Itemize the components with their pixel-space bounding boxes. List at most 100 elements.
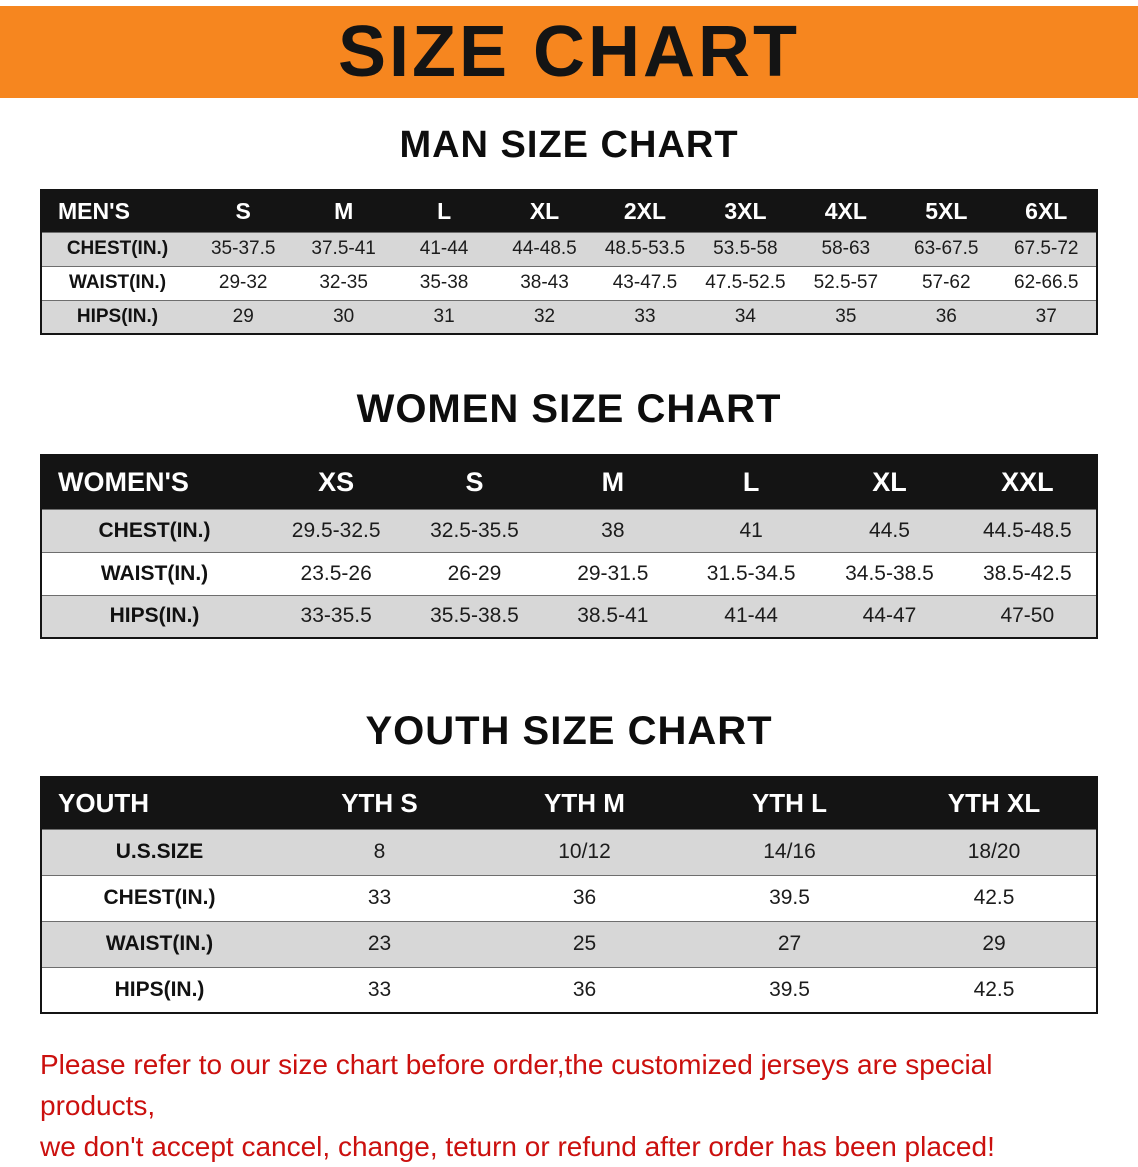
men-header-row: MEN'S S M L XL 2XL 3XL 4XL 5XL 6XL <box>41 190 1097 232</box>
size-cell: 29-32 <box>218 272 268 293</box>
youth-header-row: YOUTH YTH S YTH M YTH L YTH XL <box>41 777 1097 829</box>
men-col-header: XL <box>494 190 595 232</box>
size-cell: 38-43 <box>520 272 569 293</box>
row-label: WAIST(IN.) <box>68 272 167 293</box>
disclaimer-note: Please refer to our size chart before or… <box>40 1044 1098 1167</box>
size-cell: 14/16 <box>763 840 816 863</box>
men-col-header: 6XL <box>996 190 1097 232</box>
size-cell: 18/20 <box>967 840 1021 863</box>
women-col-header: XS <box>267 455 406 509</box>
size-cell: 58-63 <box>821 238 871 259</box>
men-chest-row: CHEST(IN.) 35-37.5 37.5-41 41-44 44-48.5… <box>41 232 1097 266</box>
size-cell: 29-31.5 <box>577 561 649 585</box>
women-table-title: WOMEN'S <box>41 455 267 509</box>
size-cell: 23.5-26 <box>300 561 372 585</box>
disclaimer-line-2: we don't accept cancel, change, teturn o… <box>40 1131 995 1162</box>
size-cell: 35-37.5 <box>210 238 276 259</box>
size-chart-banner: SIZE CHART <box>0 6 1138 98</box>
size-cell: 10/12 <box>558 840 611 863</box>
size-chart-page: { "banner": { "title": "SIZE CHART" }, "… <box>0 6 1138 1162</box>
size-cell: 37 <box>1035 305 1057 327</box>
women-size-table: WOMEN'S XS S M L XL XXL CHEST(IN.) 29.5-… <box>40 454 1098 639</box>
youth-table-title: YOUTH <box>41 777 277 829</box>
youth-waist-row: WAIST(IN.) 23 25 27 29 <box>41 921 1097 967</box>
women-hips-row: HIPS(IN.) 33-35.5 35.5-38.5 38.5-41 41-4… <box>41 595 1097 638</box>
disclaimer-line-1: Please refer to our size chart before or… <box>40 1049 993 1121</box>
size-cell: 44.5-48.5 <box>982 518 1072 542</box>
youth-ussize-row: U.S.SIZE 8 10/12 14/16 18/20 <box>41 829 1097 875</box>
men-col-header: L <box>393 190 495 232</box>
size-cell: 41-44 <box>419 238 469 259</box>
size-cell: 39.5 <box>769 886 810 909</box>
size-cell: 32 <box>533 305 556 327</box>
size-cell: 36 <box>935 305 957 327</box>
men-hips-row: HIPS(IN.) 29 30 31 32 33 34 35 36 37 <box>41 300 1097 334</box>
men-waist-row: WAIST(IN.) 29-32 32-35 35-38 38-43 43-47… <box>41 266 1097 300</box>
size-cell: 33 <box>367 977 392 1001</box>
men-section-heading: MAN SIZE CHART <box>399 124 739 166</box>
men-col-header: 4XL <box>795 190 897 232</box>
youth-hips-row: HIPS(IN.) 33 36 39.5 42.5 <box>41 967 1097 1013</box>
size-cell: 43-47.5 <box>612 272 678 293</box>
row-label: WAIST(IN.) <box>100 561 209 585</box>
size-cell: 31 <box>433 305 455 327</box>
men-col-header: 2XL <box>594 190 696 232</box>
women-waist-row: WAIST(IN.) 23.5-26 26-29 29-31.5 31.5-34… <box>41 552 1097 595</box>
size-cell: 47-50 <box>1000 604 1055 628</box>
women-size-chart-section: WOMEN SIZE CHART WOMEN'S XS S M L XL XXL… <box>0 387 1138 639</box>
size-cell: 32.5-35.5 <box>430 518 519 542</box>
size-cell: 63-67.5 <box>914 238 979 259</box>
size-cell: 25 <box>572 932 597 955</box>
women-col-header: M <box>543 455 682 509</box>
size-cell: 34.5-38.5 <box>845 561 934 585</box>
size-cell: 33-35.5 <box>300 604 372 628</box>
youth-size-table: YOUTH YTH S YTH M YTH L YTH XL U.S.SIZE … <box>40 776 1098 1014</box>
size-cell: 29 <box>982 932 1006 955</box>
row-label: HIPS(IN.) <box>114 977 205 1001</box>
youth-section-heading: YOUTH SIZE CHART <box>365 709 773 753</box>
size-cell: 35-38 <box>419 272 469 293</box>
size-cell: 27 <box>777 932 802 955</box>
row-label: CHEST(IN.) <box>103 886 216 909</box>
row-label: HIPS(IN.) <box>76 305 159 327</box>
size-cell: 38.5-42.5 <box>982 561 1072 585</box>
size-cell: 41 <box>739 518 763 542</box>
size-cell: 44-47 <box>862 604 917 628</box>
women-col-header: L <box>681 455 821 509</box>
youth-col-header: YTH XL <box>892 777 1097 829</box>
size-cell: 67.5-72 <box>1014 238 1079 259</box>
size-cell: 36 <box>572 977 597 1001</box>
men-col-header: S <box>193 190 294 232</box>
size-cell: 48.5-53.5 <box>604 238 686 259</box>
size-cell: 23 <box>367 932 392 955</box>
size-cell: 30 <box>333 305 355 327</box>
women-col-header: XL <box>820 455 959 509</box>
size-cell: 31.5-34.5 <box>706 561 796 585</box>
men-size-table: MEN'S S M L XL 2XL 3XL 4XL 5XL 6XL CHEST… <box>40 189 1098 335</box>
size-cell: 57-62 <box>921 272 971 293</box>
size-cell: 52.5-57 <box>813 272 879 293</box>
size-cell: 35 <box>835 305 857 327</box>
row-label: HIPS(IN.) <box>109 604 200 628</box>
size-cell: 29 <box>232 305 254 327</box>
youth-chest-row: CHEST(IN.) 33 36 39.5 42.5 <box>41 875 1097 921</box>
size-cell: 41-44 <box>724 604 778 628</box>
size-cell: 47.5-52.5 <box>705 272 786 293</box>
size-cell: 53.5-58 <box>713 238 778 259</box>
row-label: U.S.SIZE <box>115 840 204 863</box>
women-section-heading: WOMEN SIZE CHART <box>356 387 782 431</box>
size-cell: 29.5-32.5 <box>291 518 381 542</box>
size-cell: 26-29 <box>447 561 502 585</box>
size-cell: 42.5 <box>973 977 1015 1001</box>
size-cell: 34 <box>734 305 756 327</box>
size-cell: 36 <box>572 886 597 909</box>
size-cell: 35.5-38.5 <box>430 604 519 628</box>
size-cell: 33 <box>634 305 656 327</box>
youth-col-header: YTH M <box>482 777 687 829</box>
women-header-row: WOMEN'S XS S M L XL XXL <box>41 455 1097 509</box>
youth-col-header: YTH L <box>687 777 892 829</box>
women-chest-row: CHEST(IN.) 29.5-32.5 32.5-35.5 38 41 44.… <box>41 509 1097 552</box>
women-col-header: XXL <box>958 455 1097 509</box>
size-cell: 39.5 <box>769 977 810 1001</box>
row-label: CHEST(IN.) <box>98 518 211 542</box>
